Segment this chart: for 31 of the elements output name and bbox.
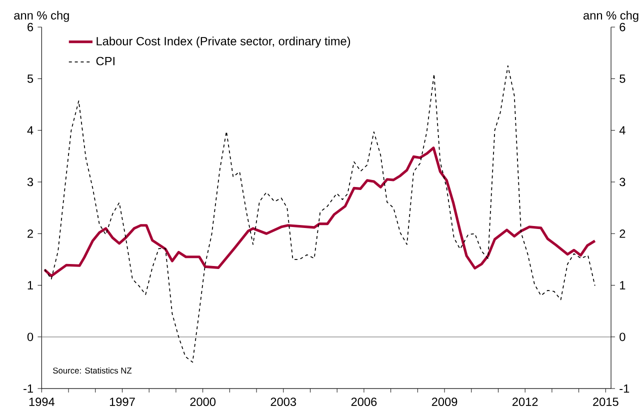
y2-tick-label: 0 xyxy=(620,332,626,342)
x-tick-label: 1994 xyxy=(29,398,55,406)
x-tick-label: 2003 xyxy=(270,398,296,406)
y-tick-label: 4 xyxy=(27,126,34,135)
y2-tick-label: 1 xyxy=(620,281,626,290)
y-tick-label: 1 xyxy=(28,281,33,290)
line-series xyxy=(44,66,596,363)
y-tick-label: 6 xyxy=(28,23,34,32)
x-tick-label: 2009 xyxy=(432,398,458,406)
y2-axis-title: ann % chg xyxy=(584,11,638,22)
legend-label: CPI xyxy=(96,57,114,66)
x-tick-label: 2000 xyxy=(190,398,216,406)
x-tick-label: 2015 xyxy=(593,398,618,406)
x-tick-label: 2012 xyxy=(512,398,538,406)
y-tick-label: 5 xyxy=(27,74,34,84)
y2-tick-label: 2 xyxy=(620,230,626,238)
y-tick-label: -1 xyxy=(24,384,33,393)
y-axis-title: ann % chg xyxy=(14,11,69,22)
y2-tick-label: 3 xyxy=(620,178,626,186)
y-tick-label: 0 xyxy=(27,332,34,342)
y2-tick-label: -1 xyxy=(620,384,630,393)
legend-label: Labour Cost Index (Private sector, ordinary time) xyxy=(96,36,350,48)
y2-tick-label: 6 xyxy=(620,23,626,32)
line-series xyxy=(43,146,596,278)
y2-tick-label: 5 xyxy=(620,74,626,84)
x-tick-label: 2006 xyxy=(351,398,377,406)
y-tick-label: 3 xyxy=(27,178,34,186)
annotation: Source: Statistics NZ xyxy=(53,368,132,374)
y-tick-label: 2 xyxy=(28,230,33,238)
x-tick-label: 1997 xyxy=(110,398,135,406)
y2-tick-label: 4 xyxy=(619,126,626,135)
